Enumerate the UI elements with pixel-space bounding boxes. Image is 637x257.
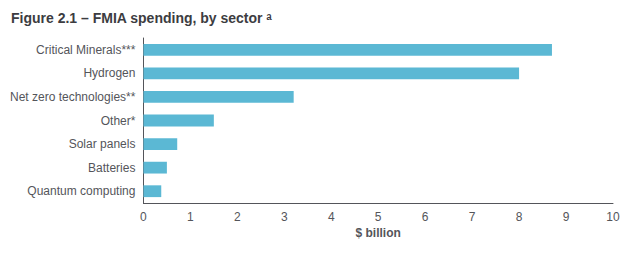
svg-text:8: 8	[516, 210, 523, 224]
svg-text:6: 6	[422, 210, 429, 224]
svg-text:1: 1	[187, 210, 194, 224]
svg-text:9: 9	[563, 210, 570, 224]
svg-text:Solar panels: Solar panels	[69, 137, 136, 151]
svg-text:Net zero technologies**: Net zero technologies**	[10, 90, 136, 104]
svg-text:5: 5	[375, 210, 382, 224]
svg-text:Hydrogen: Hydrogen	[83, 66, 135, 80]
svg-text:Figure 2.1 – FMIA spending, by: Figure 2.1 – FMIA spending, by sector ᵃ	[11, 10, 272, 26]
svg-text:$ billion: $ billion	[356, 226, 401, 240]
svg-text:Batteries: Batteries	[88, 161, 135, 175]
svg-text:10: 10	[606, 210, 620, 224]
svg-text:3: 3	[281, 210, 288, 224]
svg-text:2: 2	[234, 210, 241, 224]
svg-text:Quantum computing: Quantum computing	[27, 184, 135, 198]
svg-text:Critical Minerals***: Critical Minerals***	[36, 43, 136, 57]
svg-text:Other*: Other*	[101, 114, 136, 128]
svg-text:4: 4	[328, 210, 335, 224]
svg-text:7: 7	[469, 210, 476, 224]
svg-text:0: 0	[140, 210, 147, 224]
